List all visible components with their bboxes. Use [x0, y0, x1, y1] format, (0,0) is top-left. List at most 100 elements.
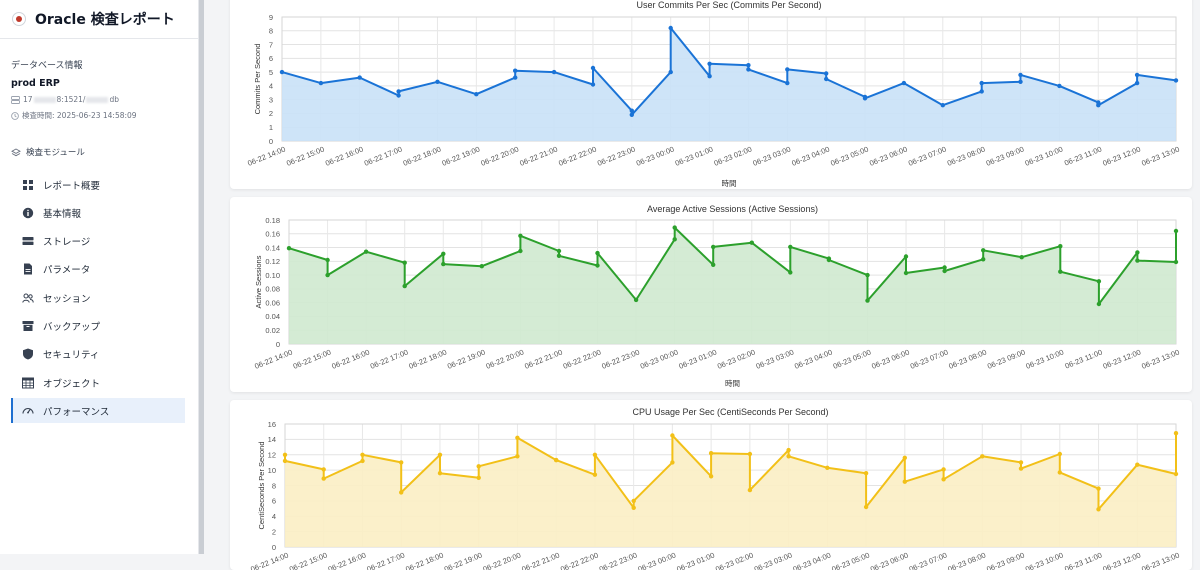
data-point[interactable]: [551, 69, 557, 75]
data-point[interactable]: [631, 498, 636, 504]
data-point[interactable]: [629, 112, 634, 118]
data-point[interactable]: [672, 225, 677, 230]
data-point[interactable]: [515, 435, 520, 440]
data-point[interactable]: [668, 69, 673, 75]
data-point[interactable]: [318, 80, 324, 86]
data-point[interactable]: [863, 504, 869, 510]
data-point[interactable]: [979, 89, 984, 94]
data-point[interactable]: [1096, 279, 1102, 284]
data-point[interactable]: [749, 240, 754, 245]
data-point[interactable]: [360, 452, 365, 457]
data-point[interactable]: [981, 248, 986, 253]
data-point[interactable]: [1018, 466, 1024, 471]
data-point[interactable]: [1173, 259, 1179, 265]
data-point[interactable]: [668, 25, 673, 31]
data-point[interactable]: [1018, 72, 1023, 78]
data-point[interactable]: [321, 467, 326, 472]
data-point[interactable]: [746, 67, 751, 72]
data-point[interactable]: [631, 505, 636, 510]
data-point[interactable]: [590, 65, 596, 71]
data-point[interactable]: [282, 458, 288, 464]
data-point[interactable]: [1135, 250, 1140, 255]
data-point[interactable]: [980, 454, 985, 459]
data-point[interactable]: [437, 471, 443, 476]
data-point[interactable]: [941, 467, 946, 472]
data-point[interactable]: [513, 68, 518, 73]
sidebar-item-document[interactable]: パラメータ: [11, 257, 185, 282]
data-point[interactable]: [903, 270, 909, 276]
data-point[interactable]: [1134, 80, 1140, 86]
data-point[interactable]: [286, 246, 292, 251]
data-point[interactable]: [824, 71, 829, 76]
data-point[interactable]: [556, 253, 562, 258]
data-point[interactable]: [402, 283, 407, 289]
data-point[interactable]: [901, 80, 907, 86]
data-point[interactable]: [902, 479, 907, 484]
data-point[interactable]: [1134, 72, 1140, 78]
data-point[interactable]: [902, 455, 907, 460]
data-point[interactable]: [325, 272, 330, 278]
data-point[interactable]: [1058, 269, 1063, 274]
data-point[interactable]: [785, 80, 790, 86]
sidebar-item-storage[interactable]: ストレージ: [11, 229, 185, 254]
data-point[interactable]: [435, 79, 440, 85]
data-point[interactable]: [1057, 470, 1062, 475]
data-point[interactable]: [513, 75, 518, 80]
data-point[interactable]: [1173, 471, 1179, 477]
data-point[interactable]: [595, 250, 600, 256]
data-point[interactable]: [862, 96, 868, 101]
sidebar-item-info[interactable]: 基本情報: [11, 200, 185, 225]
sidebar-item-table[interactable]: オブジェクト: [11, 370, 185, 395]
data-point[interactable]: [325, 257, 330, 263]
data-point[interactable]: [942, 268, 947, 274]
sidebar-item-grid[interactable]: レポート概要: [11, 172, 185, 197]
data-point[interactable]: [981, 257, 986, 262]
data-point[interactable]: [711, 244, 716, 250]
data-point[interactable]: [396, 93, 401, 98]
data-point[interactable]: [279, 69, 285, 75]
data-point[interactable]: [1019, 255, 1024, 260]
data-point[interactable]: [518, 248, 523, 254]
sidebar-item-shield[interactable]: セキュリティ: [11, 342, 185, 367]
data-point[interactable]: [360, 458, 365, 464]
data-point[interactable]: [824, 76, 829, 82]
data-point[interactable]: [1096, 301, 1102, 307]
data-point[interactable]: [747, 451, 753, 457]
data-point[interactable]: [476, 464, 481, 469]
sidebar-item-gauge[interactable]: パフォーマンス: [11, 398, 185, 424]
data-point[interactable]: [747, 487, 753, 493]
data-point[interactable]: [865, 272, 870, 278]
data-point[interactable]: [399, 460, 404, 465]
data-point[interactable]: [786, 454, 791, 459]
data-point[interactable]: [942, 265, 947, 270]
data-point[interactable]: [1135, 462, 1140, 467]
data-point[interactable]: [672, 237, 677, 242]
data-point[interactable]: [476, 475, 481, 480]
data-point[interactable]: [1057, 451, 1062, 457]
sidebar-scrollbar-thumb[interactable]: [199, 0, 204, 554]
data-point[interactable]: [788, 270, 793, 275]
data-point[interactable]: [592, 472, 598, 477]
data-point[interactable]: [633, 297, 639, 303]
data-point[interactable]: [590, 82, 596, 87]
data-point[interactable]: [1135, 258, 1140, 263]
data-point[interactable]: [1173, 78, 1179, 83]
data-point[interactable]: [479, 264, 484, 269]
data-point[interactable]: [826, 257, 832, 263]
data-point[interactable]: [441, 251, 446, 256]
data-point[interactable]: [396, 89, 401, 94]
data-point[interactable]: [629, 108, 634, 113]
data-point[interactable]: [556, 248, 562, 254]
data-point[interactable]: [1096, 507, 1101, 512]
data-point[interactable]: [515, 454, 520, 459]
data-point[interactable]: [707, 74, 712, 79]
data-point[interactable]: [786, 447, 791, 453]
data-point[interactable]: [1096, 103, 1101, 108]
data-point[interactable]: [746, 63, 751, 68]
data-point[interactable]: [321, 476, 326, 481]
data-point[interactable]: [595, 263, 600, 268]
data-point[interactable]: [940, 103, 945, 108]
data-point[interactable]: [1058, 244, 1063, 249]
data-point[interactable]: [282, 452, 288, 457]
data-point[interactable]: [707, 61, 712, 67]
